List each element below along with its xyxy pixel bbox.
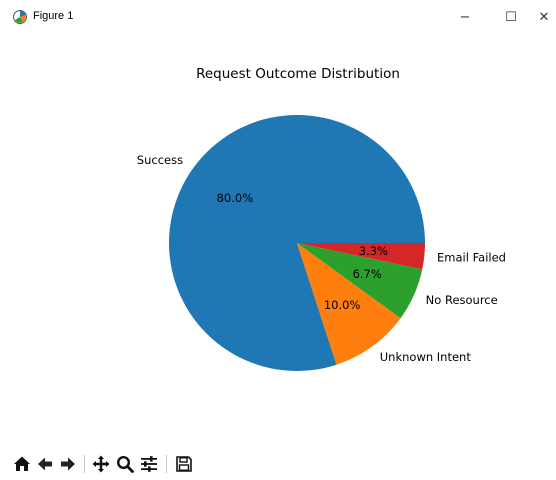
window-title: Figure 1 bbox=[33, 10, 74, 22]
pie-slices bbox=[169, 114, 425, 371]
close-button[interactable]: ✕ bbox=[538, 9, 550, 25]
pie-slice-unknown-intent bbox=[297, 243, 401, 365]
toolbar-separator bbox=[84, 455, 85, 473]
pie-percent-email-failed: 3.3% bbox=[359, 244, 388, 258]
home-icon[interactable] bbox=[13, 455, 31, 473]
navigation-toolbar bbox=[0, 446, 556, 480]
matplotlib-app-icon bbox=[12, 9, 28, 25]
pie-label-no-resource: No Resource bbox=[426, 293, 498, 307]
zoom-magnifier-icon[interactable] bbox=[116, 455, 134, 473]
pie-slice-no-resource bbox=[297, 243, 423, 319]
pie-labels: Success 80.0% Unknown Intent 10.0% No Resour… bbox=[137, 153, 506, 364]
pie-label-success: Success bbox=[137, 153, 183, 167]
maximize-button[interactable]: ☐ bbox=[505, 9, 517, 25]
minimize-button[interactable]: − bbox=[459, 9, 471, 25]
pie-slice-email-failed bbox=[297, 243, 425, 270]
figure-canvas[interactable]: Request Outcome Distribution Success 80.0… bbox=[0, 34, 556, 445]
pie-percent-no-resource: 6.7% bbox=[353, 267, 382, 281]
forward-arrow-icon[interactable] bbox=[59, 455, 77, 473]
pie-label-unknown-intent: Unknown Intent bbox=[380, 350, 472, 364]
pie-chart: Request Outcome Distribution Success 80.0… bbox=[137, 66, 506, 371]
toolbar-separator bbox=[166, 455, 167, 473]
pan-move-icon[interactable] bbox=[92, 455, 110, 473]
pie-slice-success bbox=[169, 114, 425, 371]
title-bar[interactable]: Figure 1 − ☐ ✕ bbox=[0, 0, 556, 34]
pie-percent-unknown-intent: 10.0% bbox=[324, 298, 361, 312]
back-arrow-icon[interactable] bbox=[36, 455, 54, 473]
pie-percent-success: 80.0% bbox=[217, 191, 254, 205]
chart-title: Request Outcome Distribution bbox=[196, 66, 400, 82]
configure-subplots-icon[interactable] bbox=[140, 455, 158, 473]
save-floppy-icon[interactable] bbox=[175, 455, 193, 473]
pie-label-email-failed: Email Failed bbox=[437, 251, 506, 265]
